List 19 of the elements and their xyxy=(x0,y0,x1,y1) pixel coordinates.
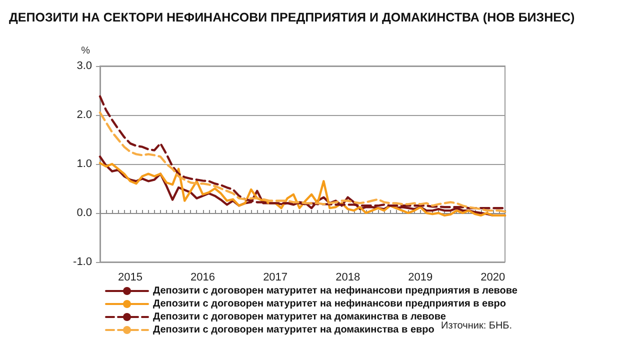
y-axis-title: % xyxy=(81,46,90,56)
line-series xyxy=(98,111,506,213)
legend-label: Депозити с договорен матуритет на домакинства в левове xyxy=(153,312,446,322)
x-tick-label: 2015 xyxy=(118,272,142,284)
x-tick-label: 2019 xyxy=(408,272,433,284)
legend-label: Депозити с договорен матуритет на нефинансови предприятия в евро xyxy=(153,298,506,310)
x-tick-label: 2017 xyxy=(263,272,288,284)
y-tick-label: -1.0 xyxy=(73,256,92,268)
y-tick-label: 2.0 xyxy=(76,109,92,121)
legend-label: Депозити с договорен матуритет на нефинансови предприятия в левове xyxy=(153,286,518,296)
x-tick-label: 2020 xyxy=(480,272,506,284)
x-tick-label: 2016 xyxy=(190,272,216,284)
y-tick-label: 3.0 xyxy=(76,60,92,72)
legend-label: Депозити с договорен матуритет на домакинства в евро xyxy=(153,324,434,336)
x-tick-label: 2018 xyxy=(336,272,360,284)
chart-title: ДЕПОЗИТИ НА СЕКТОРИ НЕФИНАНСОВИ ПРЕДПРИЯТИЯ И ДОМАКИНСТВА (НОВ БИЗНЕС) xyxy=(9,10,575,24)
y-tick-label: 1.0 xyxy=(76,158,92,170)
y-tick-label: 0.0 xyxy=(76,207,92,219)
text: Източник: БНБ. xyxy=(441,320,512,332)
